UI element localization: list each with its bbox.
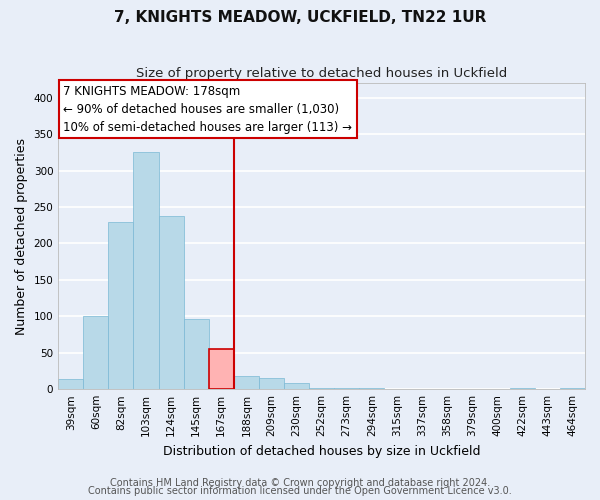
- Bar: [209, 349, 234, 389]
- Bar: [184, 319, 209, 389]
- Bar: [334, 388, 359, 389]
- Bar: [234, 376, 259, 389]
- Y-axis label: Number of detached properties: Number of detached properties: [15, 138, 28, 334]
- Bar: [83, 316, 109, 389]
- Text: 7 KNIGHTS MEADOW: 178sqm
← 90% of detached houses are smaller (1,030)
10% of sem: 7 KNIGHTS MEADOW: 178sqm ← 90% of detach…: [64, 84, 352, 134]
- Bar: [58, 379, 83, 389]
- Bar: [510, 388, 535, 389]
- Bar: [359, 388, 385, 389]
- Bar: [109, 222, 133, 389]
- Bar: [133, 152, 158, 389]
- Bar: [309, 388, 334, 389]
- Bar: [259, 378, 284, 389]
- Bar: [560, 388, 585, 389]
- Bar: [158, 216, 184, 389]
- Text: 7, KNIGHTS MEADOW, UCKFIELD, TN22 1UR: 7, KNIGHTS MEADOW, UCKFIELD, TN22 1UR: [114, 10, 486, 25]
- Bar: [209, 349, 234, 389]
- X-axis label: Distribution of detached houses by size in Uckfield: Distribution of detached houses by size …: [163, 444, 481, 458]
- Text: Contains public sector information licensed under the Open Government Licence v3: Contains public sector information licen…: [88, 486, 512, 496]
- Text: Contains HM Land Registry data © Crown copyright and database right 2024.: Contains HM Land Registry data © Crown c…: [110, 478, 490, 488]
- Title: Size of property relative to detached houses in Uckfield: Size of property relative to detached ho…: [136, 68, 507, 80]
- Bar: [284, 384, 309, 389]
